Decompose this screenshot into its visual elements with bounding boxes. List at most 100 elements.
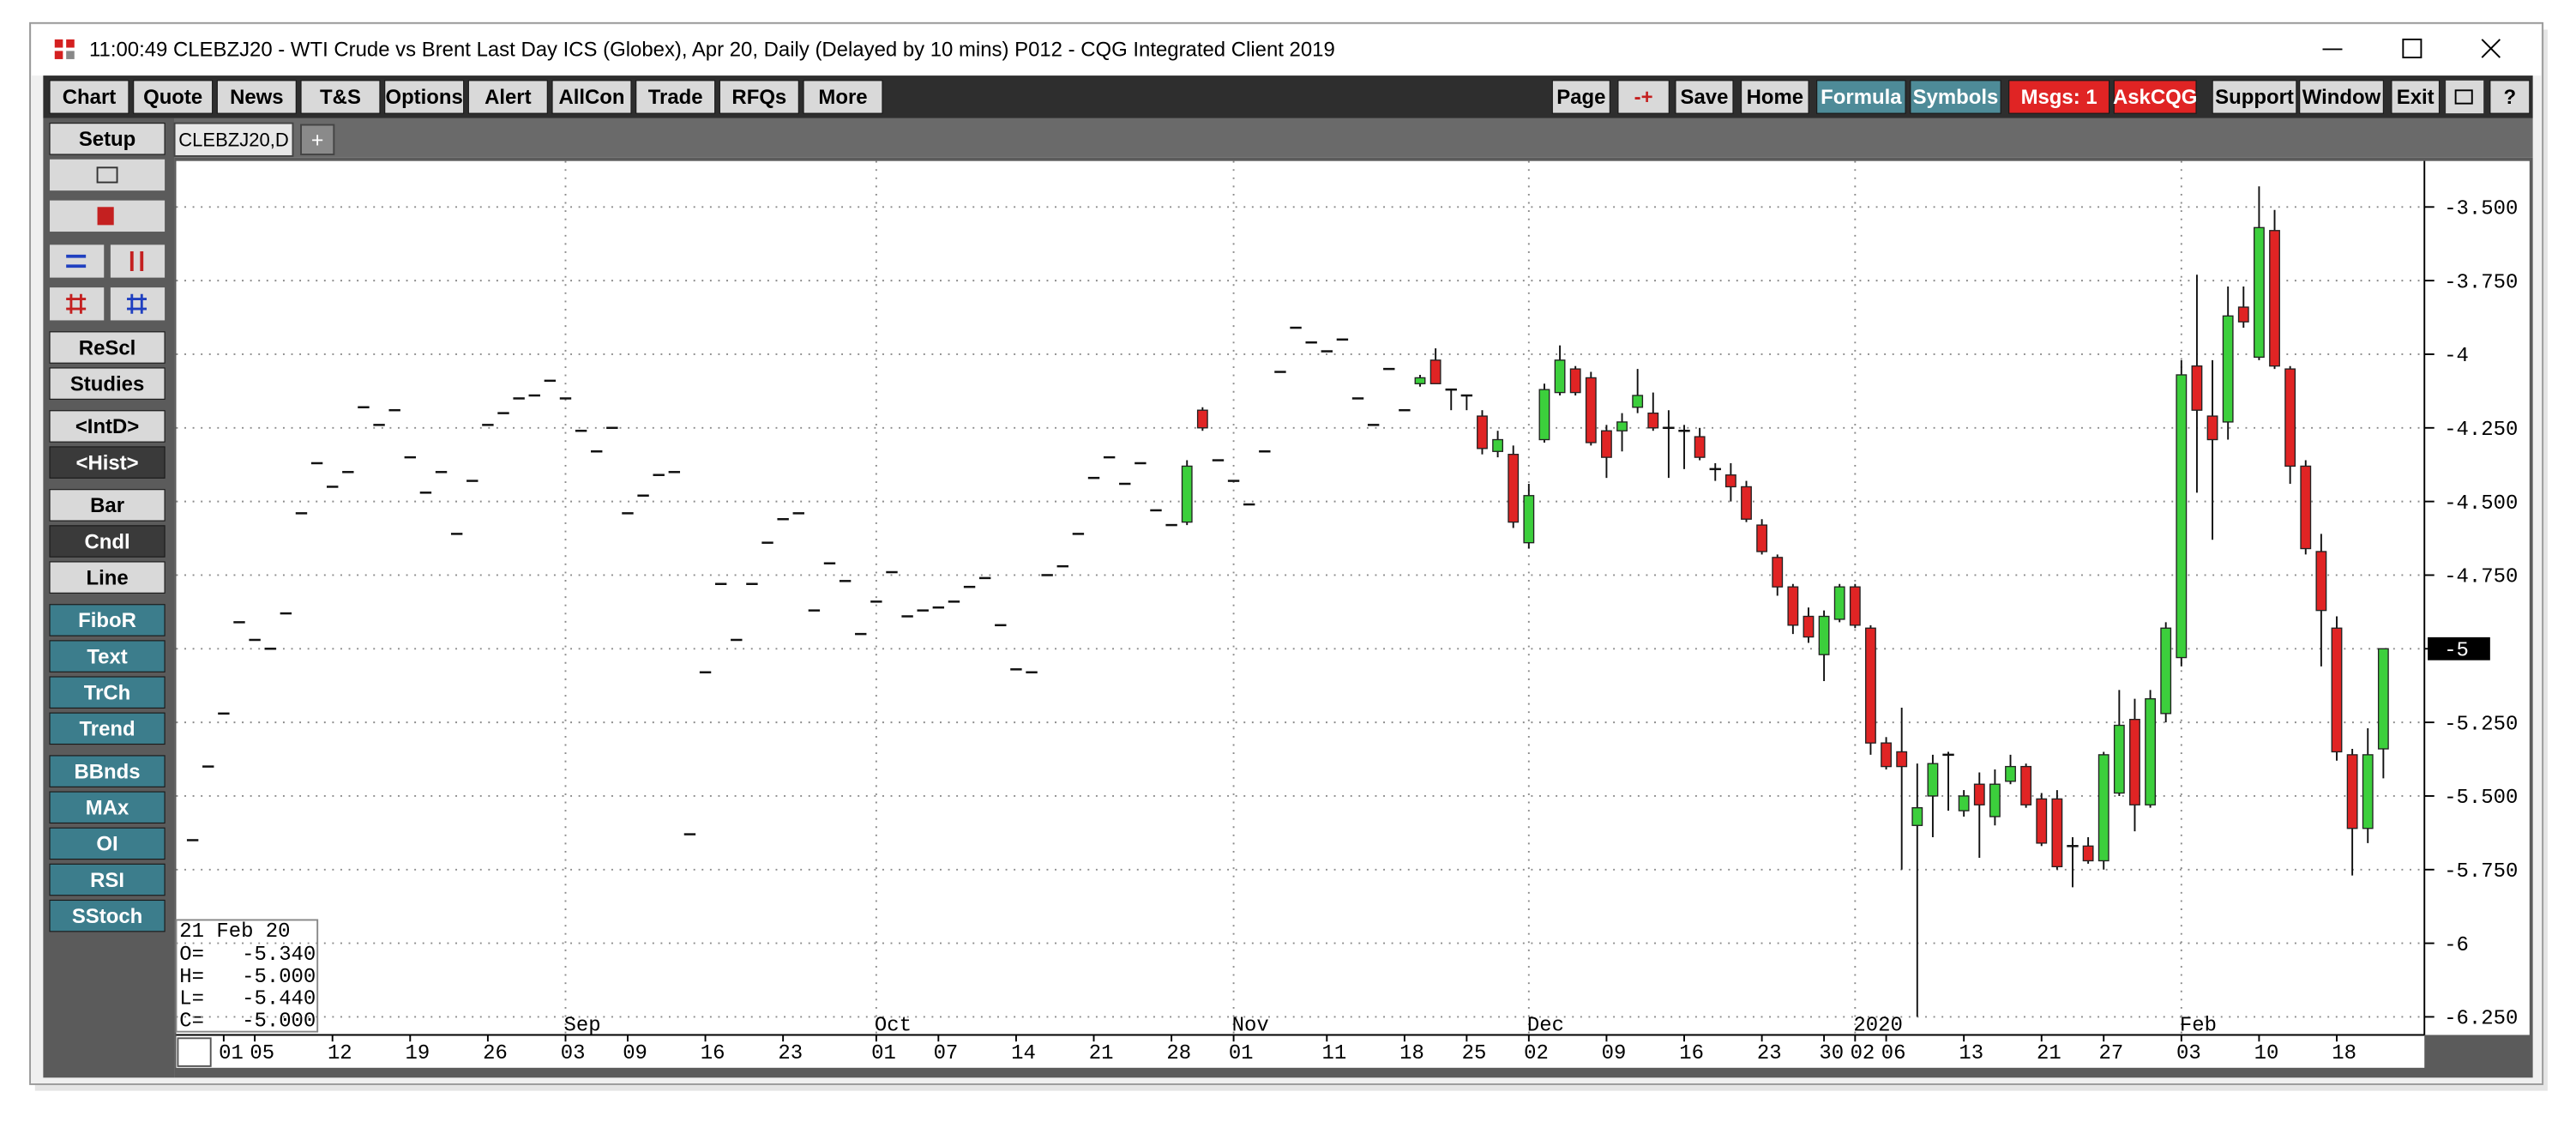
arrow-icon: [129, 251, 144, 271]
x-tick-label: 30: [1819, 1042, 1844, 1065]
sidebar-button-label: Bar: [90, 494, 124, 517]
sidebar-button[interactable]: [49, 604, 166, 636]
candle-body: [2237, 306, 2249, 323]
sidebar-button-label: RSI: [90, 869, 124, 892]
sidebar-button[interactable]: [49, 410, 166, 443]
toolbar-button[interactable]: [551, 80, 632, 114]
toolbar-button[interactable]: [384, 80, 465, 114]
info-key: C=: [179, 1010, 204, 1034]
x-tick-label: 18: [2332, 1042, 2356, 1065]
candle-body: [2160, 627, 2172, 715]
toolbar-button[interactable]: [1551, 80, 1610, 114]
toolbar-button[interactable]: [2008, 80, 2110, 114]
sidebar-button-label: Cndl: [84, 530, 129, 553]
candle-body: [1554, 359, 1566, 394]
sidebar-button[interactable]: [49, 489, 166, 522]
sidebar-button[interactable]: [49, 755, 166, 787]
sidebar-button-label: Line: [86, 566, 128, 589]
candle-body: [2222, 315, 2234, 423]
scroll-left-button[interactable]: [50, 244, 105, 278]
toolbar-button[interactable]: [300, 80, 381, 114]
sidebar-button[interactable]: [49, 640, 166, 673]
sidebar-button-label: FiboR: [78, 609, 136, 632]
sidebar-button[interactable]: [49, 446, 166, 479]
y-tick-label: -3.750: [2444, 271, 2518, 294]
sidebar-button-label: Trend: [79, 718, 135, 741]
candle-body: [1927, 763, 1939, 797]
toolbar-button[interactable]: [2391, 80, 2441, 114]
tab-add[interactable]: [300, 124, 335, 155]
toolbar-button[interactable]: [2299, 80, 2384, 114]
x-tick-label: 09: [623, 1042, 647, 1065]
sidebar-button[interactable]: [49, 791, 166, 824]
info-key: H=: [179, 966, 204, 989]
toolbar-button[interactable]: [2489, 80, 2531, 114]
restore-button[interactable]: [2446, 80, 2484, 114]
candle-body: [1911, 807, 1923, 826]
toolbar-button[interactable]: [719, 80, 799, 114]
x-tick-label: 16: [701, 1042, 725, 1065]
toolbar-button[interactable]: [133, 80, 214, 114]
x-tick-label: 18: [1399, 1042, 1424, 1065]
sidebar-button[interactable]: [49, 123, 166, 155]
sidebar-button[interactable]: [49, 712, 166, 745]
zoom-out-button[interactable]: [110, 287, 166, 321]
toolbar-button-label: ?: [2504, 86, 2517, 109]
toolbar-button-label: Support: [2215, 86, 2294, 109]
candle-body: [1756, 524, 1768, 552]
sidebar-button[interactable]: [49, 827, 166, 860]
candle-body: [1958, 795, 1970, 811]
candle-body: [2331, 627, 2343, 753]
toolbar-button-label: More: [818, 86, 867, 109]
sidebar-button[interactable]: [49, 367, 166, 400]
sidebar-button-label: Setup: [79, 128, 135, 151]
toolbar-button[interactable]: [216, 80, 297, 114]
candle-body: [1196, 409, 1208, 429]
sidebar-button[interactable]: [49, 676, 166, 709]
month-label: 2020: [1853, 1014, 1902, 1037]
print-button[interactable]: [50, 159, 166, 191]
restore-icon: [2454, 89, 2473, 105]
zoom-in-button[interactable]: [50, 287, 105, 321]
x-tick-label: 27: [2098, 1042, 2123, 1065]
y-tick-label: -6: [2444, 934, 2469, 957]
close-button[interactable]: [2481, 39, 2501, 58]
toolbar-button[interactable]: [1910, 80, 2001, 114]
toolbar-button[interactable]: [2212, 80, 2297, 114]
toolbar-button-label: Window: [2302, 86, 2381, 109]
toolbar-button[interactable]: [2113, 80, 2197, 114]
candle-body: [1477, 415, 1488, 449]
toolbar-button[interactable]: [1617, 80, 1670, 114]
arrow-icon: [66, 254, 87, 268]
candle-body: [1772, 557, 1784, 588]
x-tick-label: 06: [1881, 1042, 1906, 1065]
toolbar-button[interactable]: [1816, 80, 1906, 114]
export-icon: [97, 207, 114, 226]
candle-body: [2005, 765, 2016, 782]
toolbar-button[interactable]: [1740, 80, 1809, 114]
candle-body: [1973, 783, 1985, 805]
sidebar-button[interactable]: [49, 863, 166, 896]
sidebar-button[interactable]: [49, 525, 166, 558]
sidebar-button[interactable]: [49, 561, 166, 594]
toolbar-button[interactable]: [803, 80, 883, 114]
scroll-up-button[interactable]: [110, 244, 166, 278]
candle-body: [2269, 230, 2280, 367]
candle-body: [2176, 374, 2188, 659]
month-label: Feb: [2180, 1014, 2217, 1037]
toolbar-button[interactable]: [49, 80, 129, 114]
toolbar-button[interactable]: [467, 80, 548, 114]
candle-body: [2300, 465, 2312, 550]
sidebar-button[interactable]: [49, 331, 166, 364]
x-tick-label: 02: [1524, 1042, 1549, 1065]
maximize-button[interactable]: [2402, 39, 2423, 58]
sidebar-button[interactable]: [49, 899, 166, 932]
info-date: 21 Feb 20: [179, 920, 290, 944]
tab[interactable]: [173, 122, 294, 157]
toolbar-button[interactable]: [1675, 80, 1734, 114]
candle-body: [1632, 395, 1644, 408]
x-tick-label: 14: [1011, 1042, 1036, 1065]
toolbar-button[interactable]: [635, 80, 716, 114]
x-tick-label: 03: [2176, 1042, 2201, 1065]
